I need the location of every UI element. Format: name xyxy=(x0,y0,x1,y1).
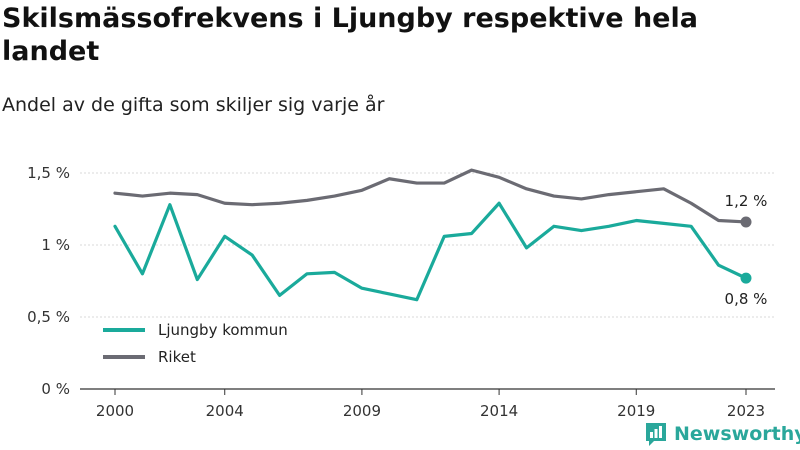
x-tick-label: 2000 xyxy=(96,402,134,420)
chart-subtitle: Andel av de gifta som skiljer sig varje … xyxy=(2,94,385,116)
series-lines xyxy=(113,168,752,302)
end-labels: 1,2 % 0,8 % xyxy=(725,192,768,308)
bar-chart-logo-icon xyxy=(646,423,666,446)
x-tick-label: 2009 xyxy=(343,402,381,420)
legend: Ljungby kommun Riket xyxy=(103,321,288,366)
end-value-label: 1,2 % xyxy=(725,192,768,210)
brand-logo: Newsworthy xyxy=(644,419,800,449)
y-tick-label: 0 % xyxy=(41,380,70,398)
x-axis: 2000 2004 2009 2014 2019 2023 xyxy=(80,388,775,420)
y-axis-ticks: 0 % 0,5 % 1 % 1,5 % xyxy=(27,164,70,398)
brand-name: Newsworthy xyxy=(674,423,800,445)
y-tick-label: 0,5 % xyxy=(27,308,70,326)
end-value-label: 0,8 % xyxy=(725,290,768,308)
x-tick-label: 2019 xyxy=(617,402,655,420)
chart-title: Skilsmässofrekvens i Ljungby respektive … xyxy=(2,3,698,67)
x-tick-label: 2004 xyxy=(206,402,244,420)
series-end-point xyxy=(740,216,752,228)
y-tick-label: 1,5 % xyxy=(27,164,70,182)
legend-label: Riket xyxy=(158,348,196,366)
series-line-riket xyxy=(113,168,748,224)
series-end-point xyxy=(740,272,752,284)
x-tick-label: 2014 xyxy=(480,402,518,420)
legend-label: Ljungby kommun xyxy=(158,321,288,339)
x-tick-label: 2023 xyxy=(727,402,765,420)
y-tick-label: 1 % xyxy=(41,236,70,254)
series-line-ljungby-kommun xyxy=(113,201,748,302)
